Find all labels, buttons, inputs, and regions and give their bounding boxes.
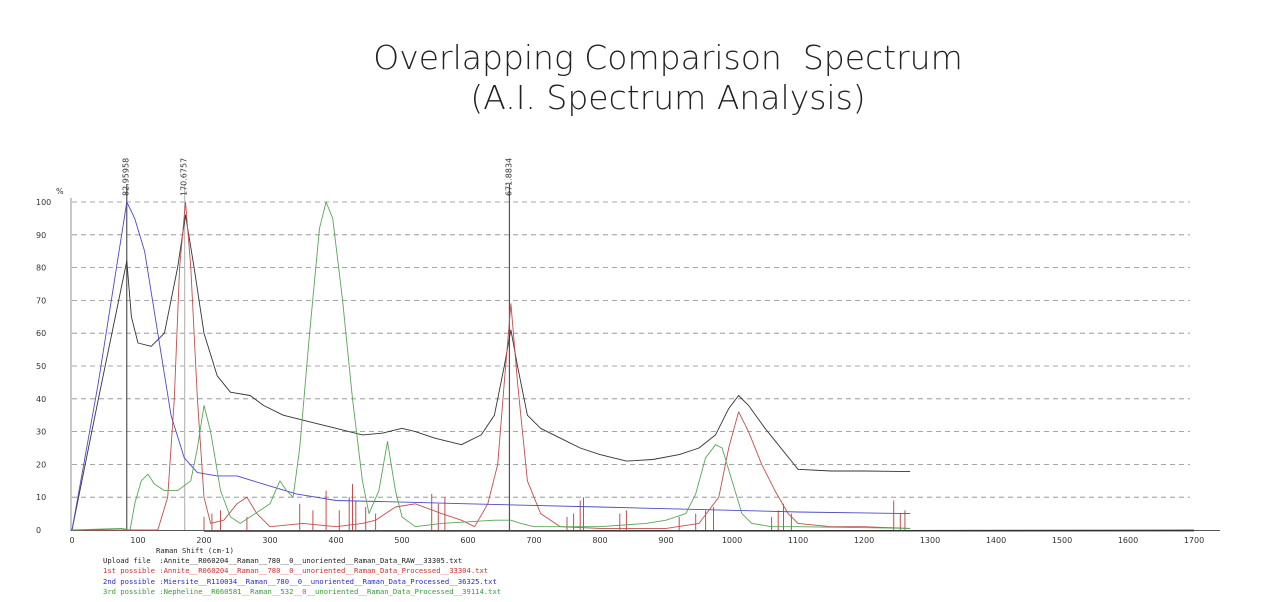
x-tick-label: 200 xyxy=(196,536,211,545)
x-tick-label: 700 xyxy=(526,536,541,545)
x-tick-label: 400 xyxy=(328,536,343,545)
peak-marker-label: 82.95958 xyxy=(122,158,131,196)
legend-prefix: Upload file : xyxy=(103,556,164,565)
x-tick-label: 1400 xyxy=(986,536,1006,545)
x-tick-label: 1200 xyxy=(854,536,874,545)
y-tick-label: 90 xyxy=(36,231,46,240)
y-tick-label: 30 xyxy=(36,428,46,437)
x-tick-label: 1300 xyxy=(920,536,940,545)
series-1st-possible xyxy=(72,201,911,531)
legend-file: Annite__R060204__Raman__780__0__unorient… xyxy=(163,556,463,565)
chart-legend: Upload file :Annite__R060204__Raman__780… xyxy=(103,556,501,597)
legend-file: Annite__R060204__Raman__780__0__unorient… xyxy=(163,566,489,576)
y-axis-unit: % xyxy=(56,187,64,196)
x-tick-label: 500 xyxy=(394,536,409,545)
x-tick-label: 1500 xyxy=(1052,536,1072,545)
x-tick-label: 0 xyxy=(69,536,74,545)
y-tick-label: 40 xyxy=(36,395,46,404)
legend-row-2nd: 2nd possible :Miersite__R110034__Raman__… xyxy=(103,577,501,587)
y-tick-label: 80 xyxy=(36,264,46,273)
peak-marker-label: 671.8834 xyxy=(504,158,513,196)
legend-file: Miersite__R110034__Raman__780__0__unorie… xyxy=(163,576,497,586)
y-tick-label: 20 xyxy=(36,460,46,469)
peak-marker-label: 170.6757 xyxy=(180,158,189,196)
legend-row-1st: 1st possible :Annite__R060204__Raman__78… xyxy=(103,566,501,576)
title-line-2: (A.I. Spectrum Analysis) xyxy=(470,78,866,117)
series-3rd-possible xyxy=(71,201,911,531)
legend-prefix: 3rd possible : xyxy=(103,586,164,596)
x-tick-label: 300 xyxy=(262,536,277,545)
baseline-band xyxy=(204,529,1194,532)
legend-row-3rd: 3rd possible :Nepheline__R060581__Raman_… xyxy=(103,587,501,597)
y-tick-label: 0 xyxy=(36,526,41,535)
x-tick-label: 600 xyxy=(460,536,475,545)
x-axis-label: Raman Shift (cm-1) xyxy=(156,546,234,555)
legend-prefix: 1st possible : xyxy=(103,566,164,576)
page-title: Overlapping Comparison Spectrum (A.I. Sp… xyxy=(0,38,1280,118)
series-upload-file xyxy=(71,214,911,531)
x-tick-label: 1700 xyxy=(1184,536,1204,545)
legend-prefix: 2nd possible : xyxy=(103,576,164,586)
y-tick-label: 100 xyxy=(36,198,51,207)
x-tick-label: 1000 xyxy=(722,536,742,545)
legend-file: Nepheline__R060581__Raman__532__0__unori… xyxy=(163,586,502,596)
x-tick-label: 1100 xyxy=(788,536,808,545)
y-tick-label: 70 xyxy=(36,296,46,305)
x-tick-label: 100 xyxy=(130,536,145,545)
y-tick-label: 50 xyxy=(36,362,46,371)
title-line-1: Overlapping Comparison Spectrum xyxy=(373,38,963,77)
x-tick-label: 900 xyxy=(658,536,673,545)
y-tick-label: 60 xyxy=(36,329,46,338)
x-tick-label: 1600 xyxy=(1118,536,1138,545)
y-tick-label: 10 xyxy=(36,493,46,502)
x-tick-label: 800 xyxy=(592,536,607,545)
legend-row-upload: Upload file :Annite__R060204__Raman__780… xyxy=(103,556,501,566)
